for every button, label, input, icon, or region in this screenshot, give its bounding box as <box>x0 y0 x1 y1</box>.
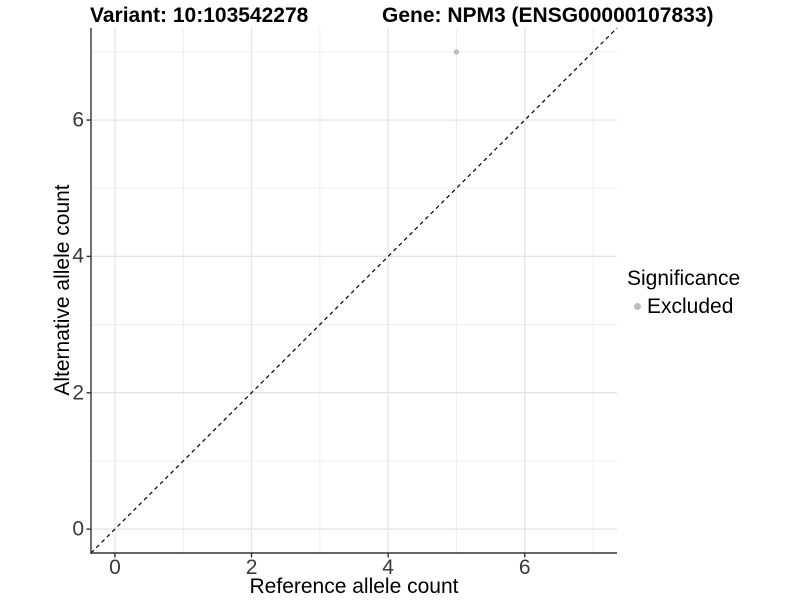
x-axis-title: Reference allele count <box>249 575 459 598</box>
gene-title: Gene: NPM3 (ENSG00000107833) <box>382 4 714 27</box>
x-tick-label: 0 <box>109 556 121 579</box>
legend: Significance Excluded <box>627 266 740 319</box>
x-tick-label: 2 <box>245 556 258 579</box>
legend-title: Significance <box>627 267 741 290</box>
y-axis-title: Alternative allele count <box>51 184 74 396</box>
y-tick-label: 4 <box>72 244 84 268</box>
excluded-marker-icon <box>634 303 641 311</box>
data-point <box>453 49 460 55</box>
legend-item-excluded: Excluded <box>627 294 740 319</box>
y-tick-label: 0 <box>72 517 84 541</box>
y-tick-label: 6 <box>72 108 84 132</box>
variant-title: Variant: 10:103542278 <box>90 4 309 27</box>
legend-item-label: Excluded <box>647 295 734 319</box>
identity-line <box>90 27 618 554</box>
x-tick-label: 4 <box>382 556 394 579</box>
y-tick-label: 2 <box>72 381 84 405</box>
x-tick-label: 6 <box>518 556 531 579</box>
